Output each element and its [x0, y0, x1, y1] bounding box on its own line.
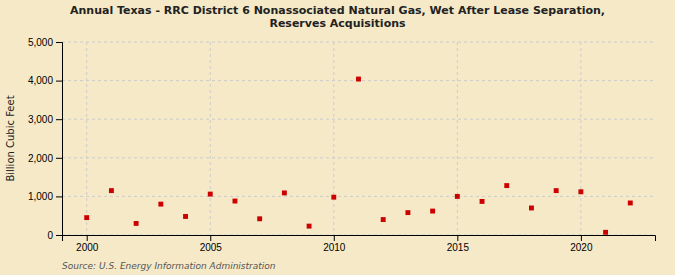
point — [282, 190, 287, 195]
y-axis-tick-label: 4,000 — [28, 75, 53, 86]
x-axis: 2000 2005 2010 2015 2020 — [63, 235, 656, 253]
point — [84, 215, 89, 220]
y-axis-tick-label: 3,000 — [28, 114, 53, 125]
point — [529, 206, 534, 211]
y-axis-tick-mark — [56, 158, 62, 159]
y-axis-tick-label: 2,000 — [28, 153, 53, 164]
point — [405, 210, 410, 215]
x-axis-tick-mark — [581, 235, 582, 241]
point — [504, 183, 509, 188]
x-axis-tick-label: 2020 — [570, 242, 593, 253]
x-axis-tick-mark — [334, 235, 335, 241]
y-axis-tick: 0 — [47, 230, 62, 241]
x-axis-tick: 2015 — [447, 235, 470, 253]
x-axis-tick-label: 2010 — [323, 242, 346, 253]
grid-line-x — [210, 42, 211, 235]
y-axis-tick-mark — [56, 42, 62, 43]
x-axis-tick-mark — [457, 235, 458, 241]
grid-line-y — [62, 119, 655, 120]
x-axis-tick-label: 2000 — [76, 242, 99, 253]
x-axis-tick-mark — [87, 235, 88, 241]
x-axis-tick: 2020 — [570, 235, 593, 253]
x-axis-tick-label: 2005 — [200, 242, 223, 253]
grid-line-y — [62, 157, 655, 158]
point — [628, 201, 633, 206]
x-axis-tick-mark — [210, 235, 211, 241]
points — [84, 77, 632, 235]
y-axis-tick: 1,000 — [28, 191, 62, 202]
y-axis-tick-label: 5,000 — [28, 37, 53, 48]
x-axis-line — [63, 236, 656, 242]
x-axis-tick: 2005 — [200, 235, 223, 253]
x-axis-tick: 2000 — [76, 235, 99, 253]
grid-line-x — [457, 42, 458, 235]
plot-area: 2000 2005 2010 2015 2020 0 1,000 2,000 3,000 4,00… — [28, 37, 656, 253]
chart: 2000 2005 2010 2015 2020 0 1,000 2,000 3,000 4,00… — [0, 0, 675, 275]
y-axis: 0 1,000 2,000 3,000 4,000 5,000 — [28, 37, 63, 241]
point — [554, 188, 559, 193]
y-axis-tick-mark — [56, 196, 62, 197]
y-axis-tick-label: 1,000 — [28, 191, 53, 202]
x-axis-tick: 2010 — [323, 235, 346, 253]
grid-line-x — [580, 42, 581, 235]
y-axis-line — [56, 43, 63, 236]
grid-line-y — [62, 42, 655, 43]
y-axis-tick: 4,000 — [28, 75, 62, 86]
title: Annual Texas - RRC District 6 Nonassocia… — [70, 4, 605, 30]
source-note: Source: U.S. Energy Information Administ… — [62, 261, 276, 271]
grid — [62, 42, 655, 235]
y-axis-title: Billion Cubic Feet — [5, 95, 16, 181]
point — [578, 189, 583, 194]
grid-line-y — [62, 196, 655, 197]
y-axis-tick-label: 0 — [47, 230, 53, 241]
grid-line-x — [86, 42, 87, 235]
y-axis-tick-mark — [56, 119, 62, 120]
y-axis-tick-mark — [56, 81, 62, 82]
point — [430, 209, 435, 214]
point — [381, 217, 386, 222]
x-axis-tick-label: 2015 — [447, 242, 470, 253]
y-axis-tick: 5,000 — [28, 37, 62, 48]
y-axis-tick-mark — [56, 235, 62, 236]
point — [603, 230, 608, 235]
y-axis-tick: 3,000 — [28, 114, 62, 125]
point — [480, 199, 485, 204]
point — [158, 202, 163, 207]
point — [455, 194, 460, 199]
point — [356, 77, 361, 82]
point — [208, 192, 213, 197]
point — [331, 195, 336, 200]
point — [183, 214, 188, 219]
point — [134, 221, 139, 226]
point — [109, 188, 114, 193]
point — [257, 216, 262, 221]
grid-line-x — [333, 42, 334, 235]
point — [233, 199, 238, 204]
y-axis-tick: 2,000 — [28, 153, 62, 164]
point — [307, 224, 312, 229]
